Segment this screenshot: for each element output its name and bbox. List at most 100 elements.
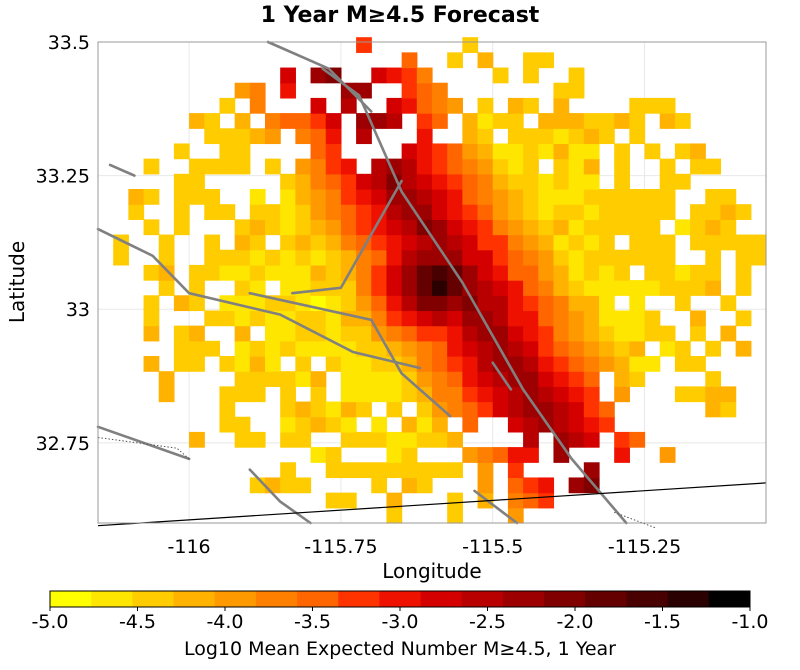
heatmap-cell xyxy=(340,325,357,342)
heatmap-cell xyxy=(553,447,570,463)
heatmap-cell xyxy=(614,264,630,281)
heatmap-cell xyxy=(523,340,539,357)
heatmap-cell xyxy=(310,401,327,418)
heatmap-cell xyxy=(356,386,372,403)
heatmap-cell xyxy=(477,97,494,114)
heatmap-cell xyxy=(599,280,615,296)
heatmap-cell xyxy=(310,173,327,190)
heatmap-cell xyxy=(219,158,236,175)
heatmap-cell xyxy=(644,97,661,114)
heatmap-cell xyxy=(674,113,691,129)
heatmap-cell xyxy=(553,371,570,387)
heatmap-cell xyxy=(568,128,585,145)
heatmap-cell xyxy=(629,280,646,296)
heatmap-cell xyxy=(614,113,630,129)
heatmap-cell xyxy=(325,158,342,175)
heatmap-cell xyxy=(553,264,570,281)
heatmap-cell xyxy=(462,219,479,236)
heatmap-cell xyxy=(432,431,448,448)
heatmap-cell xyxy=(371,189,388,205)
heatmap-cell xyxy=(295,189,312,205)
fault-trace xyxy=(321,67,628,525)
heatmap-cell xyxy=(386,401,403,418)
heatmap-cell xyxy=(507,325,524,342)
heatmap-cell xyxy=(477,158,494,175)
heatmap-cell xyxy=(614,143,630,160)
heatmap-cell xyxy=(295,264,312,281)
heatmap-cell xyxy=(735,264,752,281)
heatmap-cell xyxy=(462,143,479,160)
heatmap-cell xyxy=(553,310,570,327)
heatmap-cell xyxy=(356,128,372,145)
heatmap-cell xyxy=(265,219,281,236)
heatmap-cell xyxy=(614,386,630,403)
heatmap-cell xyxy=(234,325,251,342)
heatmap-cell xyxy=(204,264,221,281)
heatmap-cell xyxy=(310,158,327,175)
heatmap-cell xyxy=(295,219,312,236)
heatmap-cell xyxy=(492,325,509,342)
colorbar-segment xyxy=(338,591,380,607)
heatmap-cell xyxy=(523,219,539,236)
heatmap-cell xyxy=(401,356,418,372)
heatmap-cell xyxy=(356,37,372,53)
heatmap-cell xyxy=(674,295,691,312)
heatmap-cell xyxy=(204,128,221,145)
heatmap-cell xyxy=(401,189,418,205)
heatmap-cell xyxy=(477,52,494,69)
heatmap-cell xyxy=(401,143,418,160)
heatmap-cell xyxy=(356,219,372,236)
heatmap-cell xyxy=(568,280,585,296)
heatmap-cell xyxy=(325,356,342,372)
heatmap-cell xyxy=(340,492,357,509)
heatmap-cell xyxy=(280,234,296,251)
heatmap-cell xyxy=(674,264,691,281)
heatmap-cell xyxy=(204,204,221,220)
heatmap-cell xyxy=(295,340,312,357)
heatmap-cell xyxy=(477,249,494,266)
heatmap-cell xyxy=(173,295,190,312)
heatmap-cell xyxy=(371,386,388,403)
heatmap-cell xyxy=(477,113,494,129)
heatmap-cell xyxy=(371,371,388,387)
heatmap-cell xyxy=(614,325,630,342)
heatmap-cell xyxy=(462,371,479,387)
heatmap-cell xyxy=(340,386,357,403)
heatmap-cell xyxy=(325,264,342,281)
heatmap-cell xyxy=(523,386,539,403)
heatmap-cell xyxy=(265,371,281,387)
colorbar-segment xyxy=(173,591,216,607)
colorbar-segment xyxy=(667,591,710,607)
heatmap-cell xyxy=(219,310,236,327)
heatmap-cell xyxy=(507,386,524,403)
heatmap-cell xyxy=(477,356,494,372)
heatmap-cell xyxy=(189,431,205,448)
heatmap-cell xyxy=(583,128,600,145)
heatmap-cell xyxy=(674,173,691,190)
heatmap-cell xyxy=(477,219,494,236)
heatmap-cell xyxy=(538,189,555,205)
heatmap-cell xyxy=(356,173,372,190)
heatmap-cell xyxy=(538,325,555,342)
heatmap-cell xyxy=(234,416,251,433)
heatmap-cell xyxy=(416,128,433,145)
heatmap-cell xyxy=(523,189,539,205)
heatmap-cell xyxy=(599,295,615,312)
heatmap-cell xyxy=(492,234,509,251)
heatmap-cell xyxy=(477,462,494,479)
heatmap-cell xyxy=(143,158,160,175)
heatmap-cell xyxy=(386,204,403,220)
heatmap-cell xyxy=(705,264,722,281)
heatmap-cell xyxy=(492,158,509,175)
heatmap-cell xyxy=(432,97,448,114)
heatmap-cell xyxy=(325,249,342,266)
heatmap-cell xyxy=(295,310,312,327)
heatmap-cell xyxy=(416,204,433,220)
heatmap-cell xyxy=(447,189,463,205)
heatmap-cell xyxy=(492,113,509,129)
y-tick-label: 33.5 xyxy=(48,32,90,54)
heatmap-cell xyxy=(310,371,327,387)
heatmap-cell xyxy=(356,204,372,220)
heatmap-cell xyxy=(659,158,676,175)
heatmap-cell xyxy=(735,340,752,357)
